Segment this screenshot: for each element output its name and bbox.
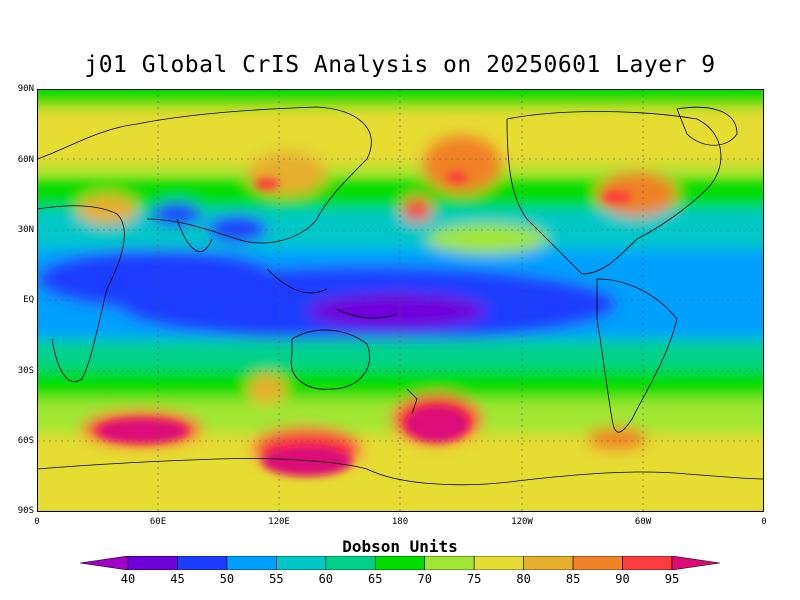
colorbar-cell xyxy=(523,556,574,570)
lat-label-30s: 30S xyxy=(17,366,34,376)
lat-label-90n: 90N xyxy=(17,84,34,94)
lon-label-60e: 60E xyxy=(149,517,167,527)
lat-label-eq: EQ xyxy=(23,295,34,305)
colorbar-tick-label: 60 xyxy=(318,572,334,586)
colorbar-tick-label: 75 xyxy=(466,572,482,586)
colorbar xyxy=(80,556,720,570)
colorbar-cell xyxy=(276,556,327,570)
lon-label-0: 0 xyxy=(34,517,40,527)
colorbar-tick-label: 95 xyxy=(664,572,680,586)
colorbar-tick-label: 80 xyxy=(516,572,531,586)
lon-label-120e: 120E xyxy=(268,517,290,527)
colorbar-cell xyxy=(572,556,623,570)
lat-label-60s: 60S xyxy=(17,436,34,446)
colorbar-cell xyxy=(622,556,673,570)
map-title: j01 Global CrIS Analysis on 20250601 Lay… xyxy=(84,52,716,78)
colorbar-tick-label: 40 xyxy=(120,572,136,586)
ozone-map xyxy=(37,89,764,512)
colorbar-cell xyxy=(226,556,277,570)
colorbar-tick-label: 65 xyxy=(368,572,383,586)
lon-label-0-east: 0 xyxy=(761,517,767,527)
colorbar-cell-below xyxy=(80,556,129,570)
colorbar-tick-label: 55 xyxy=(269,572,284,586)
colorbar-tick-label: 90 xyxy=(615,572,630,586)
lon-label-180: 180 xyxy=(391,517,409,527)
colorbar-tick-label: 45 xyxy=(170,572,185,586)
colorbar-cell xyxy=(473,556,524,570)
colorbar-cell xyxy=(127,556,178,570)
colorbar-cell xyxy=(325,556,376,570)
colorbar-tick-label: 85 xyxy=(565,572,581,586)
colorbar-label: Dobson Units xyxy=(342,537,458,556)
colorbar-cell xyxy=(374,556,426,570)
colorbar-cell xyxy=(177,556,228,570)
lat-label-30n: 30N xyxy=(17,225,34,235)
colorbar-cell-above xyxy=(671,556,720,570)
colorbar-tick-label: 70 xyxy=(417,572,432,586)
lat-label-60n: 60N xyxy=(17,155,34,165)
lon-label-60w: 60W xyxy=(634,517,652,527)
lat-label-90s: 90S xyxy=(17,506,34,516)
lon-label-120w: 120W xyxy=(511,517,533,527)
colorbar-cell xyxy=(424,556,475,570)
colorbar-tick-label: 50 xyxy=(219,572,235,586)
